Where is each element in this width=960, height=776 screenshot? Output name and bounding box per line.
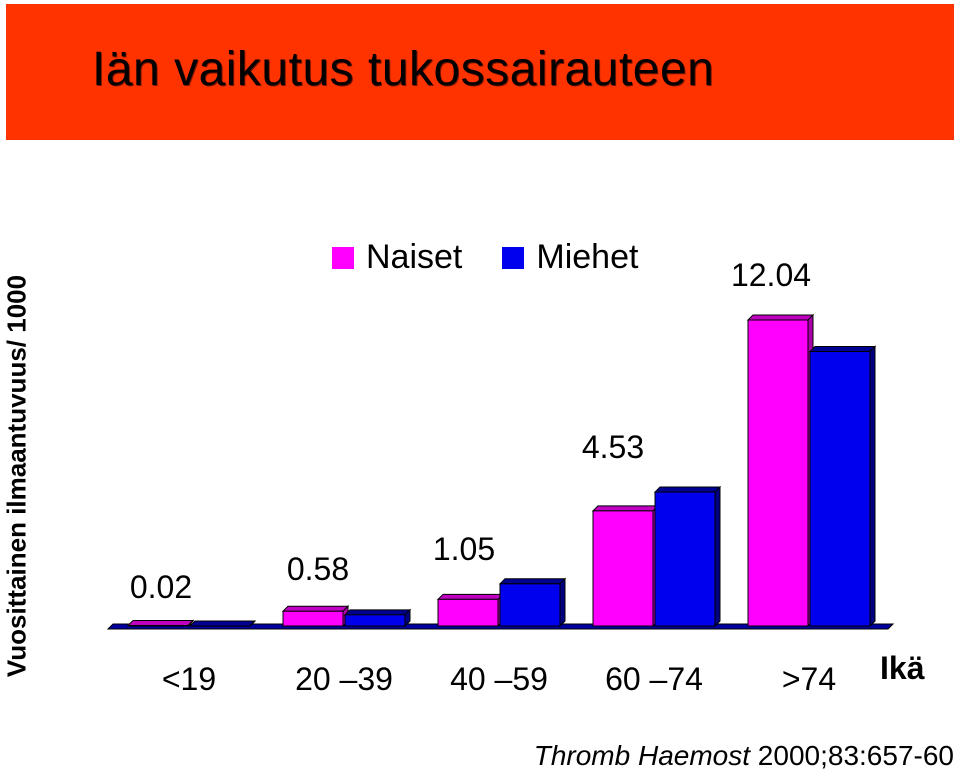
bar-naiset-1 xyxy=(282,610,344,627)
bar-naiset-3 xyxy=(592,510,654,627)
title-banner: Iän vaikutus tukossairauteen xyxy=(6,4,954,140)
citation-journal: Thromb Haemost xyxy=(533,740,751,771)
x-tick-label-1: 20 –39 xyxy=(295,661,393,697)
data-label-1: 0.58 xyxy=(287,551,349,587)
legend-item-miehet: Miehet xyxy=(502,238,638,277)
bar-miehet-1 xyxy=(344,614,406,627)
data-label-3: 4.53 xyxy=(582,429,644,465)
bar-top-miehet-1 xyxy=(343,609,412,616)
x-tick-label-3: 60 –74 xyxy=(605,661,703,697)
bar-top-naiset-3 xyxy=(591,505,660,512)
data-label-2: 1.05 xyxy=(433,531,495,567)
citation: Thromb Haemost 2000;83:657-60 xyxy=(534,740,954,772)
bar-naiset-4 xyxy=(747,319,809,627)
bar-top-naiset-1 xyxy=(281,605,350,612)
bar-naiset-2 xyxy=(437,598,499,627)
bar-top-miehet-3 xyxy=(653,486,722,493)
x-tick-label-0: <19 xyxy=(162,661,216,697)
chart-legend: Naiset Miehet xyxy=(332,238,678,277)
bar-side-miehet-0 xyxy=(249,620,256,627)
legend-swatch-miehet xyxy=(502,246,525,269)
legend-label-naiset: Naiset xyxy=(366,238,463,276)
bar-side-miehet-4 xyxy=(869,345,876,628)
data-label-0: 0.02 xyxy=(130,569,192,605)
data-label-4: 12.04 xyxy=(731,257,811,293)
x-tick-label-2: 40 –59 xyxy=(450,661,548,697)
bar-top-naiset-0 xyxy=(126,619,195,626)
bar-naiset-0 xyxy=(127,624,189,627)
bar-top-miehet-0 xyxy=(188,620,257,627)
legend-label-miehet: Miehet xyxy=(536,238,639,276)
legend-item-naiset: Naiset xyxy=(332,238,462,277)
bar-top-naiset-2 xyxy=(436,593,505,600)
bar-top-miehet-4 xyxy=(808,346,877,353)
bar-miehet-4 xyxy=(809,351,871,627)
bar-side-miehet-3 xyxy=(714,485,721,628)
x-axis-label: Ikä xyxy=(880,650,925,686)
legend-swatch-naiset xyxy=(332,246,354,269)
bar-top-naiset-4 xyxy=(746,314,815,321)
bar-top-miehet-2 xyxy=(498,578,567,585)
bar-miehet-2 xyxy=(499,583,561,627)
citation-ref: 2000;83:657-60 xyxy=(750,740,954,771)
bar-miehet-3 xyxy=(654,491,716,627)
x-tick-label-4: >74 xyxy=(782,661,836,697)
slide-title: Iän vaikutus tukossairauteen xyxy=(92,43,715,96)
bar-side-miehet-2 xyxy=(559,577,566,628)
